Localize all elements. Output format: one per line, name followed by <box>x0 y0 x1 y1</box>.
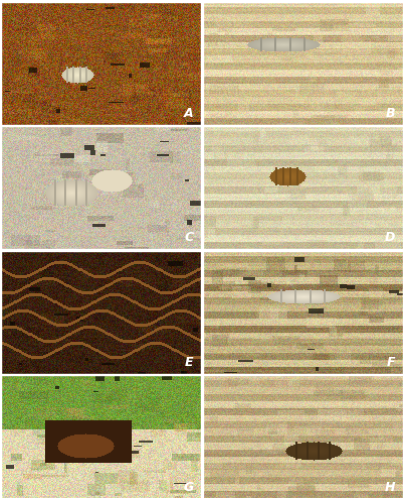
Text: F: F <box>386 356 395 369</box>
Text: D: D <box>384 232 395 244</box>
Text: E: E <box>185 356 194 369</box>
Text: A: A <box>184 106 194 120</box>
Text: C: C <box>184 232 194 244</box>
Text: G: G <box>183 480 194 494</box>
Text: H: H <box>384 480 395 494</box>
Text: B: B <box>385 106 395 120</box>
